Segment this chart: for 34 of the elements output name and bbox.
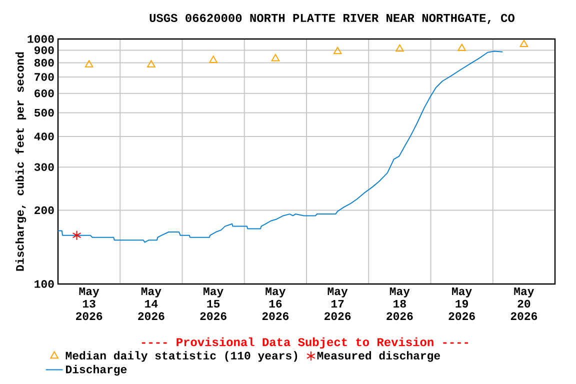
y-axis-title: Discharge, cubic feet per second xyxy=(15,52,26,271)
x-tick-label: May 15 2026 xyxy=(200,288,226,320)
legend-label: Discharge xyxy=(66,364,127,376)
x-tick-label: May 16 2026 xyxy=(262,288,289,320)
x-tick-label: May 20 2026 xyxy=(510,288,538,320)
y-tick-label: 500 xyxy=(34,108,54,117)
point xyxy=(333,46,342,54)
y-tick-label: 700 xyxy=(34,73,54,81)
y-tick-label: 300 xyxy=(34,163,54,171)
point xyxy=(147,60,156,68)
x-tick-label: May 19 2026 xyxy=(448,288,475,320)
point xyxy=(458,44,466,52)
y-tick-label: 800 xyxy=(34,58,54,67)
y-tick-label: 400 xyxy=(34,132,54,140)
y-tick-label: 1000 xyxy=(28,35,54,43)
point xyxy=(520,40,528,48)
point xyxy=(209,56,218,63)
y-tick-label: 900 xyxy=(34,46,54,54)
point xyxy=(84,60,94,68)
x-tick-label: May 18 2026 xyxy=(386,288,413,320)
point xyxy=(271,54,280,62)
chart-title: USGS 06620000 NORTH PLATTE RIVER NEAR NORTHGATE, CO xyxy=(150,14,514,24)
x-tick-label: May 13 2026 xyxy=(76,288,102,320)
text: ---- Provisional Data Subject to Revision ---- xyxy=(142,337,468,349)
y-tick-label: 600 xyxy=(34,89,54,98)
y-tick-label: 200 xyxy=(34,206,54,214)
point xyxy=(396,44,404,52)
legend-label: Measured discharge xyxy=(317,351,440,362)
point xyxy=(72,230,82,240)
line-series xyxy=(58,50,504,243)
x-tick-label: May 17 2026 xyxy=(324,288,351,320)
x-tick-label: May 14 2026 xyxy=(138,288,164,320)
y-tick-label: 100 xyxy=(34,280,54,288)
legend-label: Median daily statistic (110 years) xyxy=(66,351,298,362)
